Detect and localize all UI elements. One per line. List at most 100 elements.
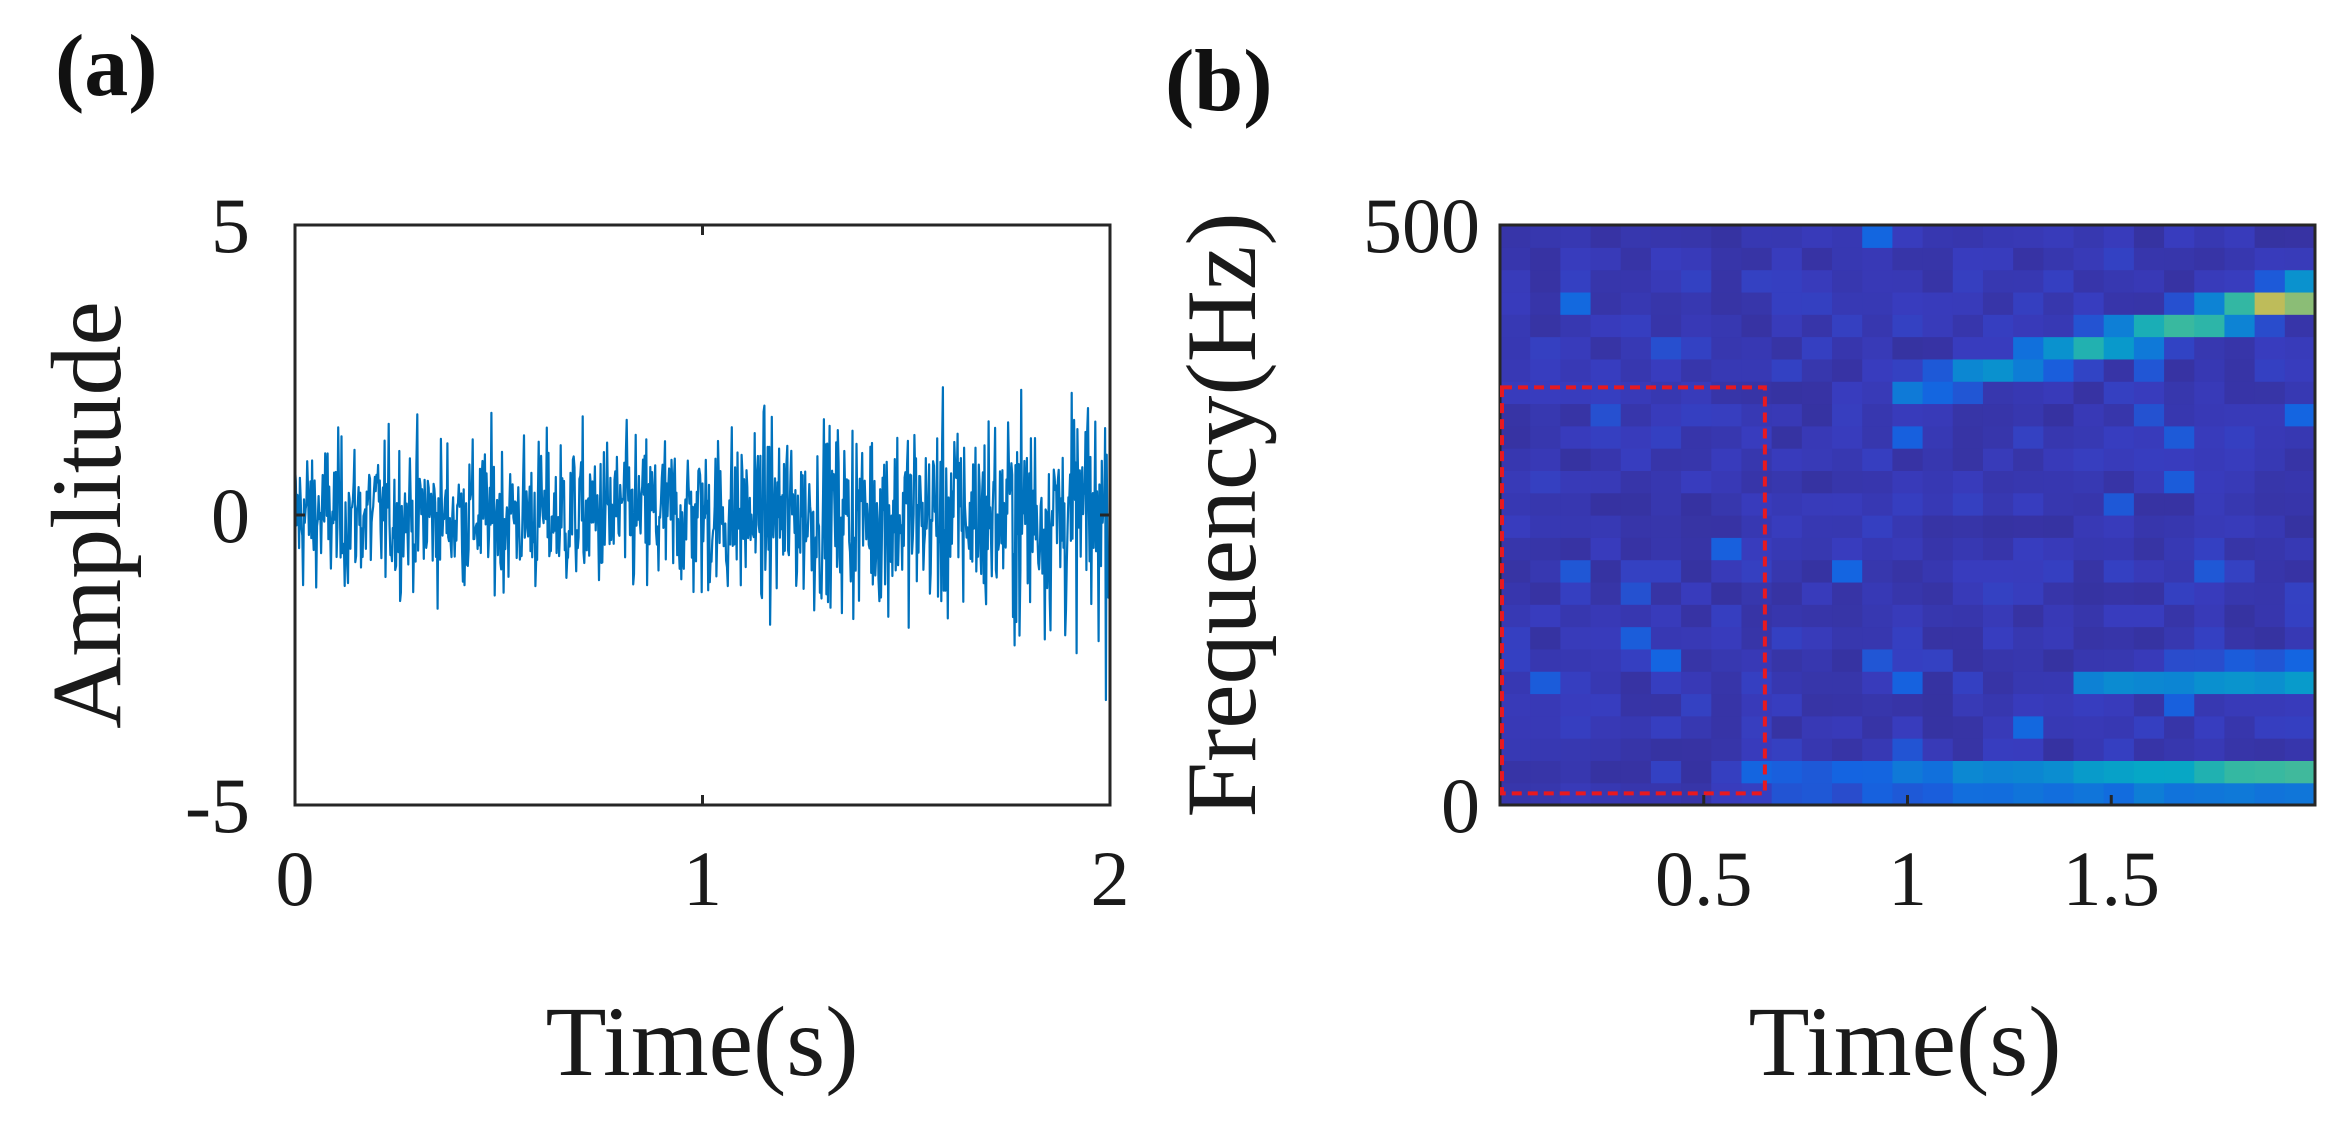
heatmap-cell xyxy=(1982,358,2014,382)
heatmap-cell xyxy=(1620,225,1652,248)
heatmap-cell xyxy=(1500,492,1531,516)
heatmap-cell xyxy=(1862,671,1894,695)
heatmap-cell xyxy=(1530,671,1561,695)
heatmap-cell xyxy=(2133,403,2165,427)
heatmap-cell xyxy=(1801,604,1833,628)
heatmap-cell xyxy=(1952,626,1984,650)
heatmap-cell xyxy=(1681,225,1712,248)
heatmap-cell xyxy=(1590,492,1622,516)
heatmap-cell xyxy=(1892,515,1924,538)
heatmap-cell xyxy=(1560,470,1592,494)
heatmap-cell xyxy=(1832,581,1863,605)
heatmap-cell xyxy=(1771,693,1803,717)
heatmap-cell xyxy=(1862,715,1894,739)
heatmap-cell xyxy=(2103,626,2135,650)
heatmap-cell xyxy=(2194,247,2226,271)
heatmap-cell xyxy=(2284,693,2316,717)
heatmap-cell xyxy=(2013,559,2044,583)
heatmap-cell xyxy=(1952,291,1984,315)
heatmap-cell xyxy=(1741,425,1773,449)
heatmap-cell xyxy=(1590,581,1622,605)
heatmap-cell xyxy=(2194,537,2226,561)
heatmap-cell xyxy=(1590,782,1622,806)
heatmap-cell xyxy=(1832,715,1863,739)
heatmap-cell xyxy=(2164,225,2195,248)
heatmap-cell xyxy=(1982,648,2014,672)
heatmap-cell xyxy=(2284,604,2316,628)
heatmap-cell xyxy=(1711,336,1743,360)
heatmap-cell xyxy=(2133,648,2165,672)
heatmap-cell xyxy=(1560,358,1592,382)
heatmap-cell xyxy=(1982,448,2014,471)
heatmap-cell xyxy=(1530,247,1561,271)
heatmap-cell xyxy=(1922,247,1954,271)
heatmap-cell xyxy=(2133,425,2165,449)
heatmap-cell xyxy=(1952,581,1984,605)
heatmap-cell xyxy=(2013,269,2044,293)
heatmap-cell xyxy=(1500,470,1531,494)
heatmap-cell xyxy=(1982,715,2014,739)
heatmap-cell xyxy=(1650,738,1682,761)
heatmap-cell xyxy=(2103,381,2135,405)
heatmap-cell xyxy=(2043,782,2075,806)
heatmap-cell xyxy=(2164,291,2195,315)
heatmap-cell xyxy=(1771,671,1803,695)
heatmap-cell xyxy=(1801,314,1833,338)
heatmap-cell xyxy=(2194,336,2226,360)
heatmap-cell xyxy=(1620,671,1652,695)
x-tick-label-a: 2 xyxy=(1091,835,1130,922)
heatmap-cell xyxy=(2103,604,2135,628)
heatmap-cell xyxy=(1650,648,1682,672)
heatmap-cell xyxy=(1711,425,1743,449)
heatmap-cell xyxy=(1590,269,1622,293)
heatmap-cell xyxy=(2103,515,2135,538)
heatmap-cell xyxy=(1832,782,1863,806)
heatmap-cell xyxy=(2224,247,2256,271)
heatmap-cell xyxy=(1892,760,1924,784)
heatmap-cell xyxy=(2194,559,2226,583)
heatmap-cell xyxy=(2224,715,2256,739)
heatmap-cell xyxy=(2224,314,2256,338)
heatmap-cell xyxy=(1832,358,1863,382)
heatmap-cell xyxy=(2284,581,2316,605)
heatmap-cell xyxy=(2013,492,2044,516)
heatmap-cell xyxy=(1681,760,1712,784)
heatmap-cell xyxy=(1862,448,1894,471)
heatmap-cell xyxy=(1500,537,1531,561)
heatmap-cell xyxy=(2103,738,2135,761)
heatmap-cell xyxy=(2224,448,2256,471)
heatmap-cell xyxy=(1832,760,1863,784)
heatmap-cell xyxy=(1650,269,1682,293)
heatmap-cell xyxy=(2073,358,2105,382)
heatmap-cell xyxy=(2073,537,2105,561)
heatmap-cell xyxy=(2224,626,2256,650)
heatmap-cell xyxy=(1500,381,1531,405)
heatmap-cell xyxy=(2103,425,2135,449)
heatmap-cell xyxy=(1620,581,1652,605)
heatmap-cell xyxy=(1650,358,1682,382)
heatmap-cell xyxy=(1590,559,1622,583)
heatmap-cell xyxy=(1952,336,1984,360)
heatmap-cell xyxy=(2103,225,2135,248)
heatmap-cell xyxy=(1681,515,1712,538)
heatmap-cell xyxy=(2164,381,2195,405)
heatmap-cell xyxy=(1650,559,1682,583)
heatmap-cell xyxy=(1590,381,1622,405)
heatmap-cell xyxy=(1892,715,1924,739)
heatmap-cell xyxy=(2073,581,2105,605)
heatmap-cell xyxy=(1560,648,1592,672)
heatmap-cell xyxy=(1650,336,1682,360)
heatmap-cell xyxy=(1771,492,1803,516)
heatmap-cell xyxy=(2073,470,2105,494)
heatmap-cell xyxy=(1711,381,1743,405)
heatmap-cell xyxy=(1650,381,1682,405)
heatmap-cell xyxy=(1741,738,1773,761)
heatmap-cell xyxy=(1922,358,1954,382)
heatmap-cell xyxy=(1771,358,1803,382)
heatmap-cell xyxy=(2284,559,2316,583)
heatmap-cell xyxy=(1650,782,1682,806)
heatmap-cell xyxy=(2133,225,2165,248)
heatmap-cell xyxy=(1892,693,1924,717)
heatmap-cell xyxy=(1530,515,1561,538)
heatmap-cell xyxy=(2164,626,2195,650)
